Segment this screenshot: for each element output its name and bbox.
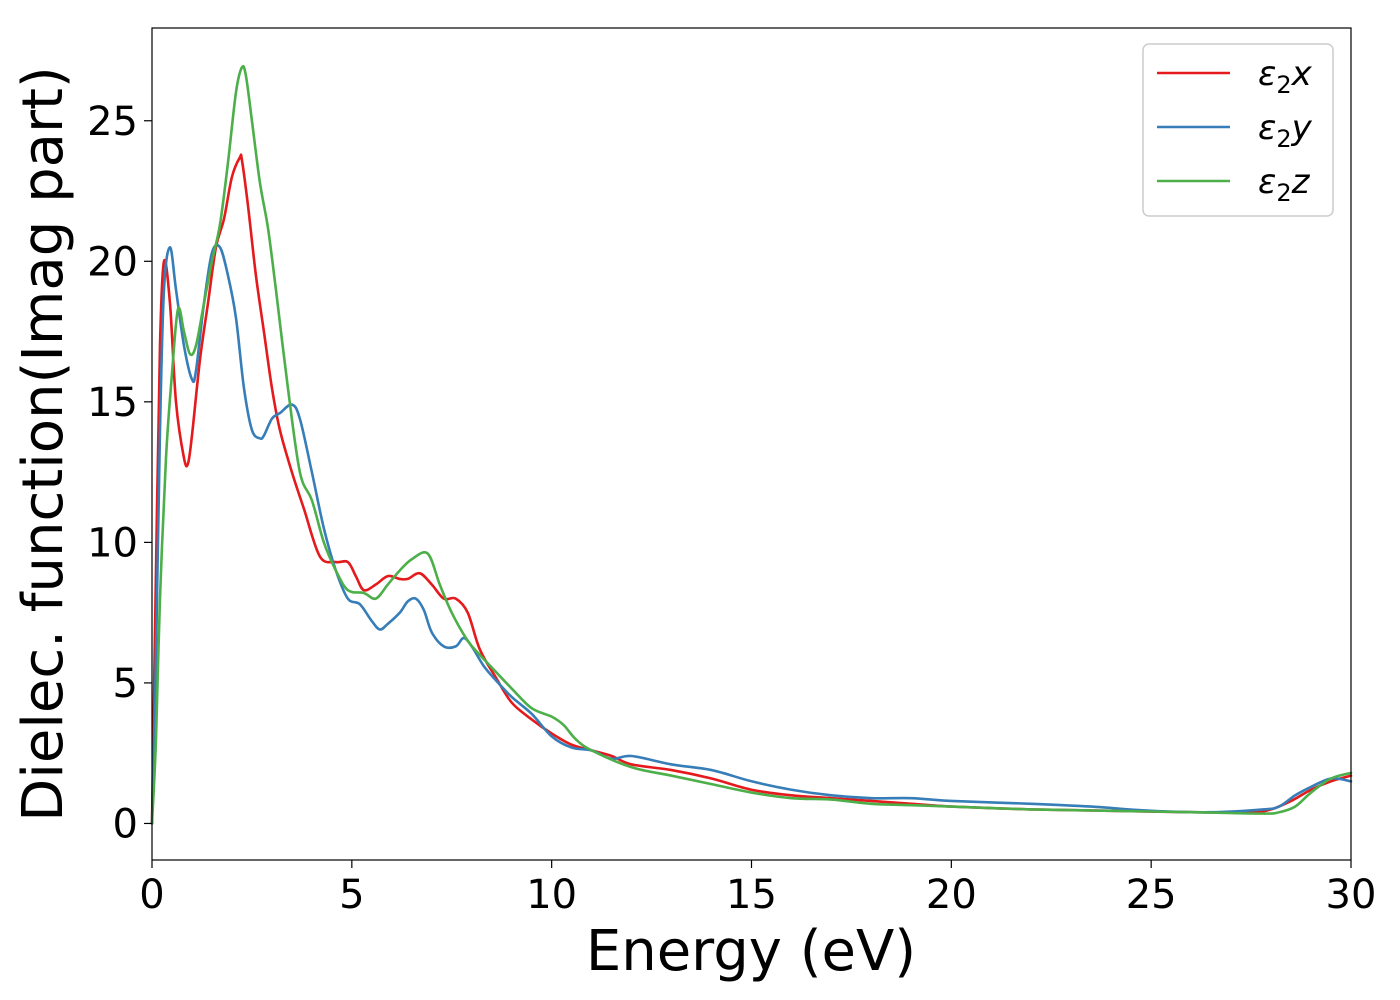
x-tick-label: 10 [526, 872, 577, 918]
y-tick-label: 5 [113, 661, 138, 707]
x-tick-label: 5 [339, 872, 364, 918]
series-line-x [150, 153, 1353, 825]
series-line-z [150, 64, 1353, 825]
y-tick-label: 20 [87, 239, 138, 285]
x-tick-label: 20 [926, 872, 977, 918]
y-tick-label: 15 [87, 380, 138, 426]
x-tick-label: 25 [1126, 872, 1177, 918]
y-ticks: 0 5 10 15 20 25 [87, 99, 152, 847]
legend: ε2x ε2y ε2z [1142, 43, 1334, 217]
x-tick-label: 15 [726, 872, 777, 918]
y-tick-label: 0 [113, 801, 138, 847]
x-ticks: 0 5 10 15 20 25 30 [139, 860, 1376, 918]
x-tick-label: 0 [139, 872, 164, 918]
legend-frame [1142, 43, 1334, 217]
series-group [150, 64, 1353, 825]
y-tick-label: 25 [87, 99, 138, 145]
legend-label-y: ε2y [1258, 108, 1313, 153]
y-axis-title: Dielec. function(Imag part) [11, 66, 76, 822]
legend-label-z: ε2z [1258, 162, 1311, 207]
x-axis-title: Energy (eV) [586, 919, 916, 984]
legend-label-x: ε2x [1258, 54, 1313, 99]
x-tick-label: 30 [1326, 872, 1377, 918]
y-tick-label: 10 [87, 520, 138, 566]
